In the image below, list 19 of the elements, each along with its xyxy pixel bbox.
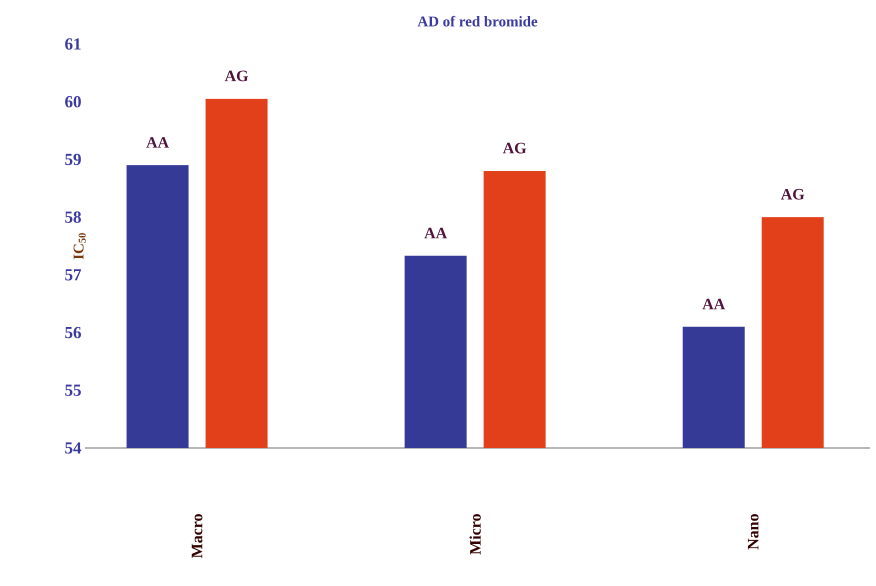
y-tick-label: 56 (65, 326, 81, 338)
series-label: AA (146, 137, 169, 148)
x-tick-label: Nano (748, 514, 759, 550)
text: AA (424, 228, 448, 238)
y-axis-title: IC$_{50}$ (74, 233, 86, 260)
x-tick-label: Micro (470, 514, 481, 555)
series-label: AG (780, 188, 804, 200)
text: AA (702, 298, 726, 310)
chart-title: AD of red bromide (418, 16, 538, 26)
text: AG (224, 70, 248, 82)
y-tick-label: 54 (65, 442, 82, 454)
x-tick-label: Macro (192, 514, 202, 558)
y-tick-label: 58 (65, 211, 81, 223)
y-tick-label: 55 (65, 384, 81, 396)
y-tick-label: 57 (65, 269, 82, 280)
text: AG (502, 142, 526, 154)
y-tick-label: 60 (65, 96, 81, 108)
y-tick-label: 61 (65, 38, 81, 50)
y-tick-label: 59 (65, 154, 81, 166)
